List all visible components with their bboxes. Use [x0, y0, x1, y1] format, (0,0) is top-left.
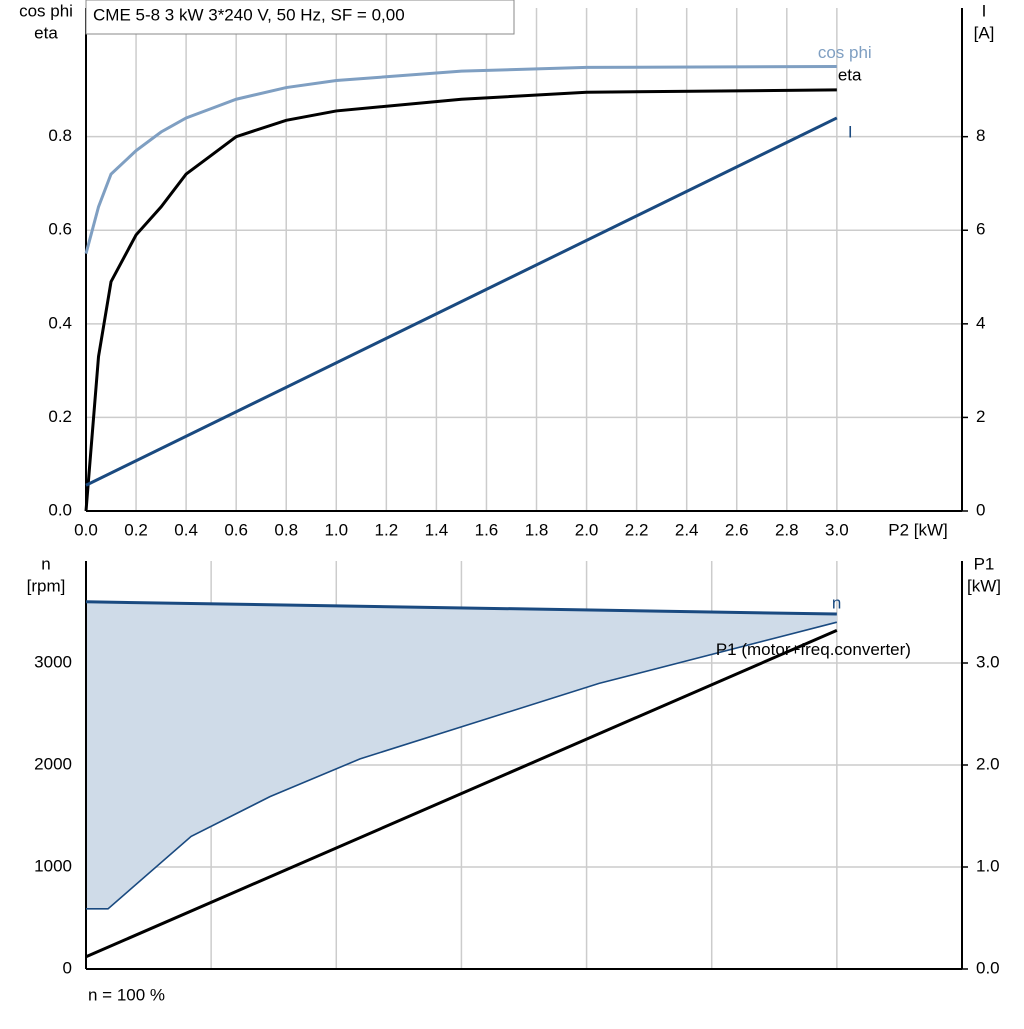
y-tick-label: 0.8	[48, 126, 72, 145]
y-tick-label: 0.0	[48, 500, 72, 519]
x-tick-label: 1.4	[425, 520, 449, 539]
series-label: eta	[838, 65, 862, 84]
y-tick-label: 2000	[34, 754, 72, 773]
x-tick-label: 0.8	[274, 520, 298, 539]
x-tick-label: 1.6	[475, 520, 499, 539]
series-line	[86, 621, 838, 910]
x-tick-label: 1.2	[375, 520, 399, 539]
y-tick-label: 0.6	[48, 220, 72, 239]
x-tick-label: 1.0	[324, 520, 348, 539]
fill-area	[86, 601, 837, 909]
y2-tick-label: 3.0	[976, 652, 1000, 671]
x-tick-label: 3.0	[825, 520, 849, 539]
y-axis-label: [rpm]	[27, 576, 66, 595]
series-label: cos phi	[818, 43, 872, 62]
y2-axis-label: [kW]	[967, 576, 1001, 595]
x-tick-label: 2.8	[775, 520, 799, 539]
y-axis-label: n	[41, 554, 50, 573]
chart-title: CME 5-8 3 kW 3*240 V, 50 Hz, SF = 0,00	[93, 5, 405, 24]
title-box	[85, 0, 515, 35]
y2-tick-label: 1.0	[976, 856, 1000, 875]
y-tick-label: 1000	[34, 856, 72, 875]
x-tick-label: 2.6	[725, 520, 749, 539]
y2-axis-label: I	[982, 1, 987, 20]
series-line	[85, 116, 838, 487]
y2-tick-label: 0	[976, 500, 985, 519]
y2-tick-label: 2.0	[976, 754, 1000, 773]
y-axis-label: cos phi	[19, 1, 73, 20]
x-tick-label: 0.4	[174, 520, 198, 539]
x-tick-label: 2.2	[625, 520, 649, 539]
y2-tick-label: 6	[976, 220, 985, 239]
x-axis-label: P2 [kW]	[888, 520, 948, 539]
series-line	[84, 88, 837, 512]
y2-axis-label: [A]	[974, 23, 995, 42]
y2-tick-label: 0.0	[976, 958, 1000, 977]
x-tick-label: 0.0	[74, 520, 98, 539]
y-tick-label: 3000	[34, 652, 72, 671]
series-label: P1 (motor+freq.converter)	[716, 640, 911, 659]
y2-tick-label: 4	[976, 313, 985, 332]
footer-note: n = 100 %	[88, 985, 165, 1004]
x-tick-label: 1.8	[525, 520, 549, 539]
x-tick-label: 2.0	[575, 520, 599, 539]
series-line	[85, 600, 837, 616]
series-label: n	[832, 594, 841, 613]
y-tick-label: 0.4	[48, 313, 72, 332]
y2-tick-label: 2	[976, 407, 985, 426]
y2-axis-label: P1	[974, 554, 995, 573]
series-line	[84, 64, 837, 255]
y2-tick-label: 8	[976, 126, 985, 145]
x-tick-label: 0.2	[124, 520, 148, 539]
series-line	[85, 628, 838, 959]
series-label: I	[848, 122, 853, 141]
y-tick-label: 0.2	[48, 407, 72, 426]
y-tick-label: 0	[63, 958, 72, 977]
x-tick-label: 2.4	[675, 520, 699, 539]
y-axis-label: eta	[34, 23, 58, 42]
x-tick-label: 0.6	[224, 520, 248, 539]
